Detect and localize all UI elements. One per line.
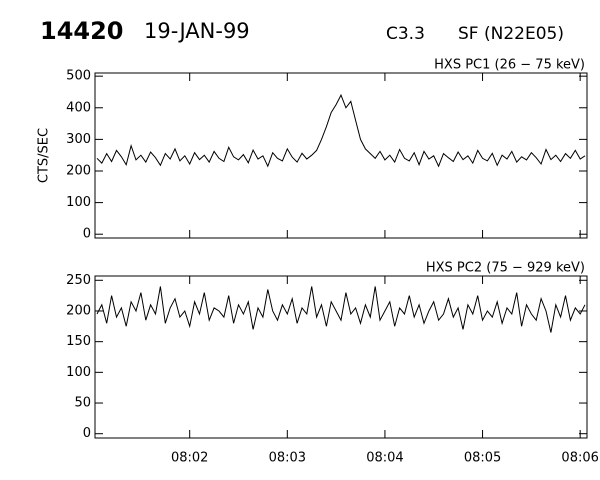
y-tick-label: 150 [66,334,91,349]
x-tick-label: 08:05 [464,451,501,466]
y-tick-label: 200 [66,163,91,178]
y-tick-label: 200 [66,303,91,318]
y-tick-label: 0 [83,227,91,242]
y-tick-label: 0 [83,426,91,441]
y-tick-label: 100 [66,365,91,380]
y-tick-label: 400 [66,100,91,115]
x-tick-label: 08:02 [171,451,208,466]
class: C3.3 [386,24,425,44]
panel-title: HXS PC1 (26 − 75 keV) [434,58,585,73]
panel-title: HXS PC2 (75 − 929 keV) [426,261,585,276]
date: 19-JAN-99 [144,19,250,43]
event-id: 14420 [40,17,124,45]
y-tick-label: 300 [66,132,91,147]
x-tick-label: 08:03 [269,451,306,466]
y-tick-label: 100 [66,195,91,210]
x-tick-label: 08:06 [561,451,598,466]
y-tick-label: 500 [66,69,91,84]
data-line [96,286,586,333]
x-tick-label: 08:04 [366,451,403,466]
plot-frame [94,72,588,239]
y-axis-label: CTS/SEC [37,128,52,183]
plot-frame [94,275,588,439]
y-tick-label: 50 [74,396,91,411]
data-line [96,93,586,168]
flare: SF (N22E05) [458,24,564,44]
y-tick-label: 250 [66,273,91,288]
